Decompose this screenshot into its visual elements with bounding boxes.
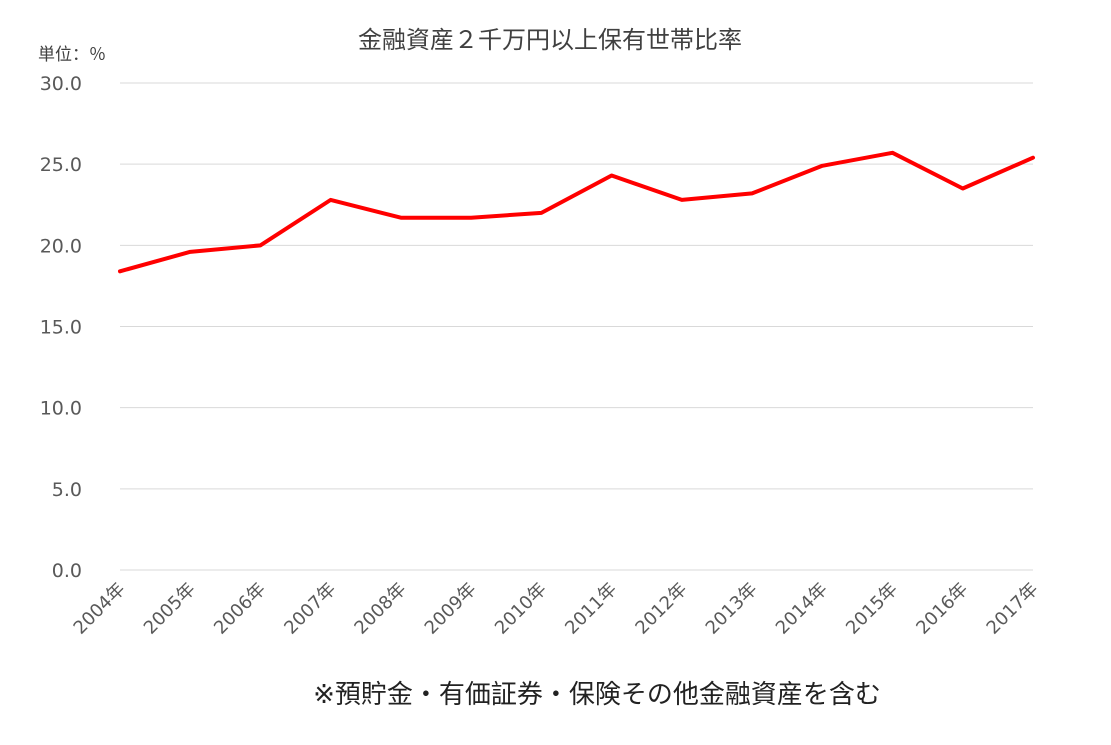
x-tick-label: 2015年 xyxy=(842,579,902,639)
y-tick-label: 5.0 xyxy=(52,479,82,501)
x-tick-label: 2012年 xyxy=(631,579,691,639)
x-tick-label: 2010年 xyxy=(491,579,551,639)
x-tick-label: 2017年 xyxy=(983,579,1043,639)
x-tick-label: 2011年 xyxy=(561,579,621,639)
x-axis-ticks: 2004年 2005年 2006年 2007年 2008年 2009年 2010年 2011年… xyxy=(70,579,1043,639)
y-tick-label: 25.0 xyxy=(40,154,82,176)
x-tick-label: 2008年 xyxy=(350,579,410,639)
x-tick-label: 2014年 xyxy=(772,579,832,639)
footnote: ※預貯金・有価証券・保険その他金融資産を含む xyxy=(313,680,881,710)
y-axis-ticks: 0.0 5.0 10.0 15.0 20.0 25.0 30.0 xyxy=(40,73,82,582)
x-tick-label: 2004年 xyxy=(70,579,130,639)
unit-label: 単位：％ xyxy=(38,45,106,65)
gridlines xyxy=(120,82,1033,571)
x-tick-label: 2005年 xyxy=(140,579,200,639)
series-line xyxy=(118,150,1035,274)
y-tick-label: 0.0 xyxy=(52,560,82,582)
x-tick-label: 2007年 xyxy=(280,579,340,639)
chart-title: 金融資産２千万円以上保有世帯比率 xyxy=(358,26,742,54)
x-tick-label: 2016年 xyxy=(912,579,972,639)
x-tick-label: 2006年 xyxy=(210,579,270,639)
y-tick-label: 30.0 xyxy=(40,73,82,95)
y-tick-label: 15.0 xyxy=(40,317,82,339)
x-tick-label: 2013年 xyxy=(702,579,762,639)
x-tick-label: 2009年 xyxy=(421,579,481,639)
series-layer xyxy=(118,150,1035,274)
y-tick-label: 10.0 xyxy=(40,398,82,420)
y-tick-label: 20.0 xyxy=(40,235,82,257)
